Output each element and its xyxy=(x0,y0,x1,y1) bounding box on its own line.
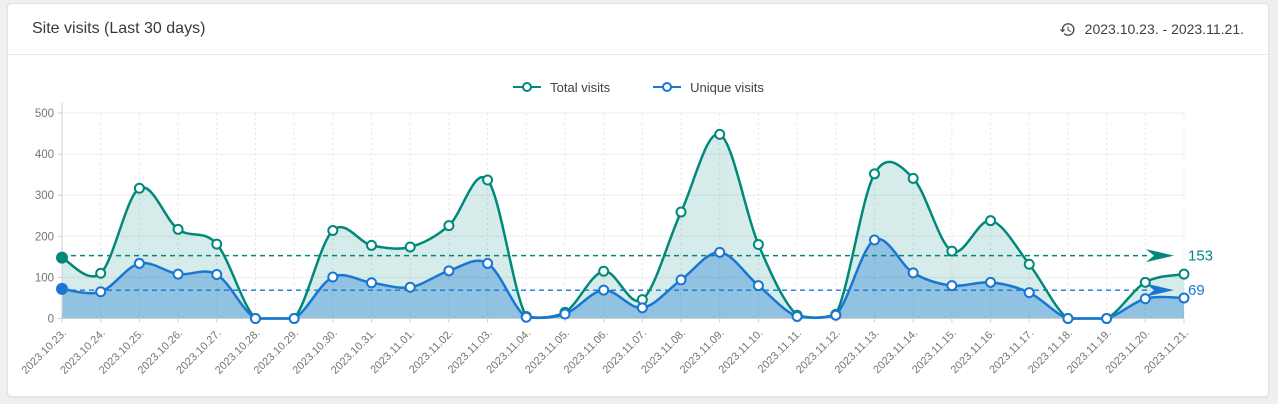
reference-line-153: 153 xyxy=(62,248,1213,265)
card-title: Site visits (Last 30 days) xyxy=(32,20,206,37)
chart-section: Total visits Unique visits 0 100 200 300 400… xyxy=(8,55,1268,397)
legend-marker-total-icon xyxy=(512,81,542,93)
card-header: Site visits (Last 30 days) 2023.10.23. -… xyxy=(8,4,1268,55)
svg-text:0: 0 xyxy=(48,314,54,326)
svg-text:69: 69 xyxy=(1188,282,1205,299)
legend-item-total-visits[interactable]: Total visits xyxy=(512,80,610,95)
svg-text:100: 100 xyxy=(35,272,54,284)
date-range-control[interactable]: 2023.10.23. - 2023.11.21. xyxy=(1059,21,1244,38)
legend-marker-unique-icon xyxy=(652,81,682,93)
svg-text:400: 400 xyxy=(35,149,54,161)
area-0 xyxy=(62,134,1184,319)
chart-legend: Total visits Unique visits xyxy=(8,77,1268,97)
legend-item-unique-visits[interactable]: Unique visits xyxy=(652,80,764,95)
svg-text:153: 153 xyxy=(1188,248,1213,265)
svg-text:200: 200 xyxy=(35,231,54,243)
legend-label-unique: Unique visits xyxy=(690,79,764,95)
visits-line-chart[interactable]: 01002003004005002023.10.23.2023.10.24.20… xyxy=(8,97,1268,397)
legend-label-total: Total visits xyxy=(550,79,611,95)
history-icon xyxy=(1059,21,1076,38)
svg-text:300: 300 xyxy=(35,190,54,202)
date-range-label: 2023.10.23. - 2023.11.21. xyxy=(1084,21,1244,37)
series-unique-visits xyxy=(56,234,1190,324)
svg-text:500: 500 xyxy=(35,108,54,120)
site-visits-card: Site visits (Last 30 days) 2023.10.23. -… xyxy=(7,3,1269,397)
area-1 xyxy=(62,238,1184,319)
